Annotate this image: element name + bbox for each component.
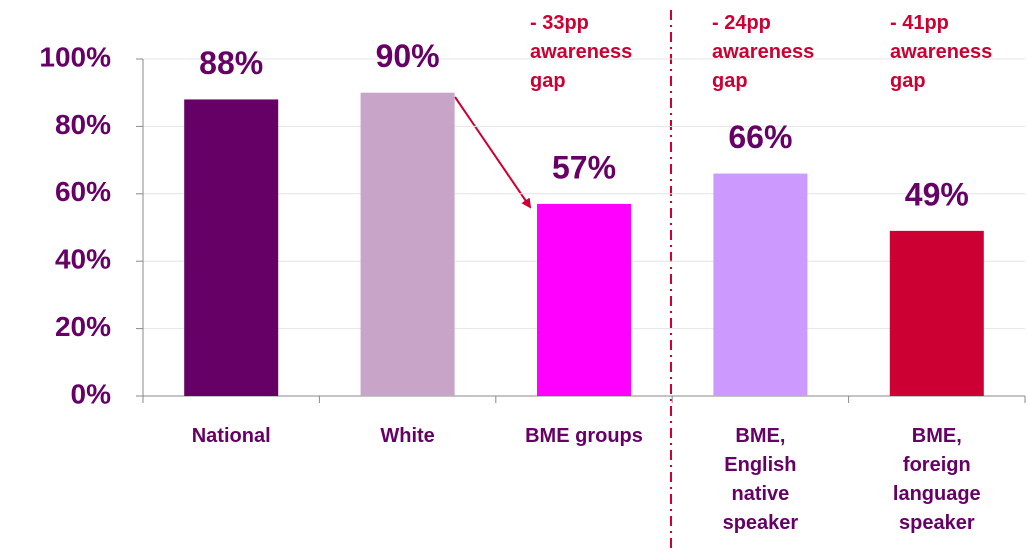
- bar: [889, 230, 984, 396]
- value-label: 49%: [905, 176, 969, 212]
- y-tick-label: 60%: [55, 176, 111, 207]
- x-tick-label: BME, foreign language speaker: [893, 425, 981, 534]
- bar: [537, 203, 631, 396]
- y-tick-label: 20%: [55, 311, 111, 342]
- value-label: 88%: [199, 45, 263, 81]
- value-label: 66%: [728, 119, 792, 155]
- y-tick-label: 100%: [39, 41, 111, 72]
- value-label: 90%: [376, 38, 440, 74]
- x-tick-label: BME, English native speaker: [723, 425, 799, 534]
- bar: [713, 173, 808, 396]
- y-tick-label: 40%: [55, 244, 111, 275]
- arrow: [454, 96, 532, 209]
- value-label: 57%: [552, 149, 616, 185]
- y-tick-label: 0%: [71, 378, 112, 409]
- x-tick-label: National: [192, 425, 271, 447]
- x-tick-label: BME groups: [525, 425, 643, 447]
- bar: [184, 99, 279, 396]
- annotation: - 33pp awareness gap: [530, 12, 632, 92]
- annotation: - 41pp awareness gap: [890, 12, 992, 92]
- annotation: - 24pp awareness gap: [712, 12, 814, 92]
- bar: [360, 92, 455, 396]
- y-tick-label: 80%: [55, 109, 111, 140]
- x-tick-label: White: [380, 425, 434, 447]
